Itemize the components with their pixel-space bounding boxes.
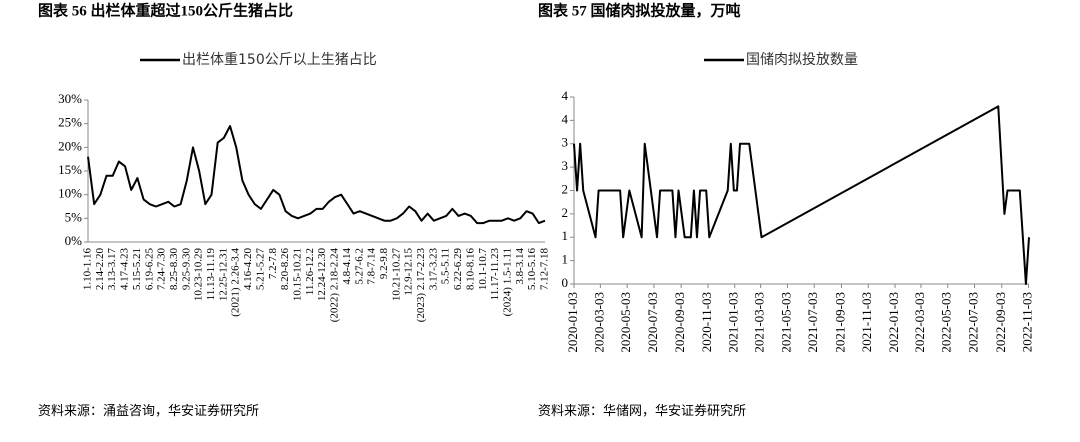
x-tick-label: 5.5-5.11 [440, 248, 452, 284]
x-tick-label: 2021-03-03 [752, 292, 767, 353]
x-tick-label: 2.14-2.20 [94, 248, 106, 291]
x-tick-label: 10.21-10.27 [390, 248, 402, 302]
y-tick-label: 2 [562, 181, 569, 196]
x-tick-label: 3.13-3.17 [106, 248, 118, 291]
chart-title: 图表 57 国储肉拟投放量，万吨 [538, 1, 741, 19]
y-tick-label: 10% [58, 186, 82, 201]
x-tick-label: 4.17-4.23 [119, 248, 131, 291]
x-tick-label: 3.17-3.23 [427, 248, 439, 291]
y-tick-label: 30% [58, 91, 82, 106]
chart-title: 图表 56 出栏体重超过150公斤生猪占比 [38, 1, 293, 19]
x-tick-label: 5.10-5.16 [526, 248, 538, 291]
y-tick-label: 5% [65, 209, 83, 224]
x-tick-label: 9.2-9.8 [378, 248, 390, 280]
x-tick-label: 7.8-7.14 [366, 248, 378, 285]
x-tick-label: 4.16-4.20 [242, 248, 254, 291]
legend-label: 国储肉拟投放数量 [746, 52, 858, 68]
x-tick-label: 3.8-3.14 [514, 248, 526, 285]
x-tick-label: 11.13-11.19 [205, 248, 217, 301]
x-tick-label: 2021-01-03 [726, 292, 741, 353]
x-tick-label: 2022-07-03 [966, 292, 981, 353]
x-tick-label: 6.22-6.29 [452, 248, 464, 291]
x-tick-label: 2022-01-03 [886, 292, 901, 353]
y-tick-label: 3 [562, 135, 569, 150]
x-tick-label: 2020-09-03 [672, 292, 687, 353]
y-tick-label: 15% [58, 162, 82, 177]
x-tick-label: 12.9-12.15 [403, 248, 415, 296]
x-tick-label: 7.24-7.30 [156, 248, 168, 291]
y-tick-label: 4 [562, 88, 569, 103]
x-tick-label: (2022) 2.18-2.24 [329, 248, 341, 323]
x-tick-label: 5.15-5.21 [131, 248, 143, 290]
x-tick-label: 5.27-6.2 [353, 248, 365, 285]
x-tick-label: 9.25-9.30 [180, 248, 192, 291]
x-tick-label: 2021-05-03 [778, 292, 793, 353]
x-tick-label: 4.8-4.14 [341, 248, 353, 285]
x-tick-label: 2022-05-03 [939, 292, 954, 353]
legend-label: 出栏体重150公斤以上生猪占比 [182, 52, 377, 68]
data-line [573, 105, 1030, 285]
x-tick-label: 2020-01-03 [565, 292, 580, 353]
x-tick-label: 2021-11-03 [859, 292, 874, 352]
x-tick-label: 8.20-8.26 [279, 248, 291, 291]
y-tick-label: 20% [58, 138, 82, 153]
x-tick-label: 2021-07-03 [805, 292, 820, 353]
x-tick-label: 11.26-12.2 [304, 248, 316, 295]
x-tick-label: 2021-09-03 [832, 292, 847, 353]
x-tick-label: 10.15-10.21 [292, 248, 304, 301]
x-tick-label: 2022-09-03 [993, 292, 1008, 353]
source: 资料来源：华储网，华安证券研究所 [538, 403, 746, 418]
data-line [87, 125, 546, 225]
y-tick-label: 4 [562, 111, 569, 126]
x-tick-label: 1.10-1.16 [82, 248, 94, 291]
y-tick-label: 2 [562, 205, 569, 220]
x-tick-label: 7.2-7.8 [267, 248, 279, 280]
x-tick-label: 2022-11-03 [1020, 292, 1035, 352]
x-tick-label: (2023) 2.17-2.23 [415, 248, 427, 323]
x-tick-label: (2024) 1.5-1.11 [501, 248, 513, 316]
y-tick-label: 1 [562, 252, 569, 267]
x-tick-label: 2020-07-03 [645, 292, 660, 353]
source: 资料来源：涌益咨询，华安证券研究所 [38, 403, 259, 418]
x-tick-label: (2021) 2.26-3.4 [230, 248, 242, 317]
x-tick-label: 11.17-11.23 [489, 248, 501, 301]
x-tick-label: 12.24-12.30 [316, 248, 328, 302]
x-tick-label: 2020-03-03 [591, 292, 606, 353]
x-tick-label: 10.23-10.29 [193, 248, 205, 302]
y-tick-label: 0% [65, 233, 83, 248]
x-tick-label: 7.12-7.18 [539, 248, 551, 291]
x-tick-label: 2020-05-03 [618, 292, 633, 353]
y-tick-label: 25% [58, 115, 82, 130]
x-tick-label: 10.1-10.7 [477, 248, 489, 291]
x-tick-label: 8.10-8.16 [464, 248, 476, 291]
x-tick-label: 12.25-12.31 [217, 248, 229, 301]
x-tick-label: 2020-11-03 [699, 292, 714, 352]
x-tick-label: 5.21-5.27 [254, 248, 266, 291]
y-tick-label: 1 [562, 228, 569, 243]
y-tick-label: 3 [562, 158, 569, 173]
y-tick-label: 0 [562, 275, 569, 290]
x-tick-label: 8.25-8.30 [168, 248, 180, 291]
x-tick-label: 2022-03-03 [912, 292, 927, 353]
x-tick-label: 6.19-6.25 [143, 248, 155, 291]
